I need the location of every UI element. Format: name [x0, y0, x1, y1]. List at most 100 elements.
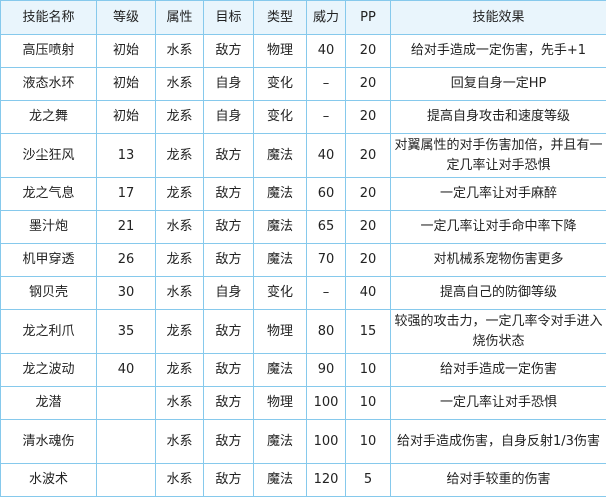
- row: 墨汁炮 21 水系 敌方 魔法 65 20 一定几率让对手命中率下降: [0, 210, 606, 244]
- cell: 敌方: [203, 243, 254, 277]
- cell: 30: [96, 276, 156, 310]
- cell: 魔法: [253, 243, 307, 277]
- cell: 清水魂伤: [0, 419, 97, 464]
- header-row: 技能名称 等级 属性 目标 类型 威力 PP 技能效果: [0, 0, 606, 35]
- cell: 龙系: [155, 353, 204, 387]
- header-cell: 技能名称: [0, 0, 97, 35]
- cell: 龙之舞: [0, 100, 97, 134]
- cell: 敌方: [203, 34, 254, 68]
- cell: 35: [96, 309, 156, 354]
- cell: 水系: [155, 34, 204, 68]
- effect-cell: 较强的攻击力，一定几率令对手进入烧伤状态: [390, 309, 606, 354]
- row: 龙之舞 初始 龙系 自身 变化 –20 提高自身攻击和速度等级: [0, 100, 606, 134]
- cell: [96, 463, 156, 497]
- cell: 机甲穿透: [0, 243, 97, 277]
- cell: 龙系: [155, 133, 204, 178]
- effect-cell: 回复自身一定HP: [390, 67, 606, 101]
- cell: 60: [306, 177, 346, 211]
- cell: 自身: [203, 100, 254, 134]
- effect-cell: 一定几率让对手麻醉: [390, 177, 606, 211]
- cell: 10: [345, 353, 391, 387]
- effect-cell: 提高自己的防御等级: [390, 276, 606, 310]
- cell: 90: [306, 353, 346, 387]
- cell: 初始: [96, 34, 156, 68]
- row: 清水魂伤 水系 敌方 魔法 100 10 给对手造成伤害，自身反射1/3伤害: [0, 419, 606, 464]
- cell: 40: [306, 34, 346, 68]
- cell: 敌方: [203, 419, 254, 464]
- cell: 20: [345, 177, 391, 211]
- cell: 沙尘狂风: [0, 133, 97, 178]
- header-cell: 技能效果: [390, 0, 606, 35]
- effect-cell: 提高自身攻击和速度等级: [390, 100, 606, 134]
- cell: 10: [345, 419, 391, 464]
- cell: 65: [306, 210, 346, 244]
- cell: 120: [306, 463, 346, 497]
- row: 水波术 水系 敌方 魔法 120 5 给对手较重的伤害: [0, 463, 606, 497]
- cell: 敌方: [203, 133, 254, 178]
- cell: 变化: [253, 67, 307, 101]
- cell: 初始: [96, 67, 156, 101]
- cell: 15: [345, 309, 391, 354]
- cell: 21: [96, 210, 156, 244]
- header-cell: 等级: [96, 0, 156, 35]
- cell: 13: [96, 133, 156, 178]
- header-cell: 目标: [203, 0, 254, 35]
- cell: 5: [345, 463, 391, 497]
- cell: 龙系: [155, 243, 204, 277]
- cell: 20: [345, 243, 391, 277]
- cell: 100: [306, 386, 346, 420]
- cell: –: [306, 100, 346, 134]
- cell: 初始: [96, 100, 156, 134]
- cell: 龙之气息: [0, 177, 97, 211]
- cell: 水系: [155, 210, 204, 244]
- cell: 40: [345, 276, 391, 310]
- cell: 敌方: [203, 386, 254, 420]
- cell: [96, 419, 156, 464]
- row: 龙之波动 40 龙系 敌方 魔法 90 10 给对手造成一定伤害: [0, 353, 606, 387]
- row: 液态水环 初始 水系 自身 变化 –20 回复自身一定HP: [0, 67, 606, 101]
- cell: 变化: [253, 276, 307, 310]
- row: 机甲穿透 26 龙系 敌方 魔法 70 20 对机械系宠物伤害更多: [0, 243, 606, 277]
- effect-cell: 给对手造成伤害，自身反射1/3伤害: [390, 419, 606, 464]
- cell: –: [306, 67, 346, 101]
- cell: 物理: [253, 34, 307, 68]
- cell: 100: [306, 419, 346, 464]
- cell: 70: [306, 243, 346, 277]
- cell: 龙潜: [0, 386, 97, 420]
- cell: 自身: [203, 276, 254, 310]
- cell: 变化: [253, 100, 307, 134]
- header-cell: 威力: [306, 0, 346, 35]
- cell: 水系: [155, 419, 204, 464]
- effect-cell: 对机械系宠物伤害更多: [390, 243, 606, 277]
- row: 龙之气息 17 龙系 敌方 魔法 60 20 一定几率让对手麻醉: [0, 177, 606, 211]
- cell: 敌方: [203, 463, 254, 497]
- cell: 龙之利爪: [0, 309, 97, 354]
- effect-cell: 一定几率让对手命中率下降: [390, 210, 606, 244]
- cell: [96, 386, 156, 420]
- cell: 高压喷射: [0, 34, 97, 68]
- cell: 液态水环: [0, 67, 97, 101]
- cell: 龙之波动: [0, 353, 97, 387]
- cell: 水系: [155, 386, 204, 420]
- cell: 墨汁炮: [0, 210, 97, 244]
- header-cell: PP: [345, 0, 391, 35]
- cell: 魔法: [253, 463, 307, 497]
- cell: 魔法: [253, 419, 307, 464]
- effect-cell: 对翼属性的对手伤害加倍，并且有一定几率让对手恐惧: [390, 133, 606, 178]
- cell: 自身: [203, 67, 254, 101]
- cell: 敌方: [203, 309, 254, 354]
- cell: 26: [96, 243, 156, 277]
- header-cell: 类型: [253, 0, 307, 35]
- row: 龙之利爪 35 龙系 敌方 物理 80 15 较强的攻击力，一定几率令对手进入烧伤状态: [0, 309, 606, 354]
- effect-cell: 一定几率让对手恐惧: [390, 386, 606, 420]
- cell: 80: [306, 309, 346, 354]
- cell: 20: [345, 34, 391, 68]
- cell: 水系: [155, 463, 204, 497]
- effect-cell: 给对手较重的伤害: [390, 463, 606, 497]
- effect-cell: 给对手造成一定伤害，先手+1: [390, 34, 606, 68]
- cell: 17: [96, 177, 156, 211]
- cell: 魔法: [253, 133, 307, 178]
- cell: 水系: [155, 67, 204, 101]
- cell: –: [306, 276, 346, 310]
- cell: 20: [345, 210, 391, 244]
